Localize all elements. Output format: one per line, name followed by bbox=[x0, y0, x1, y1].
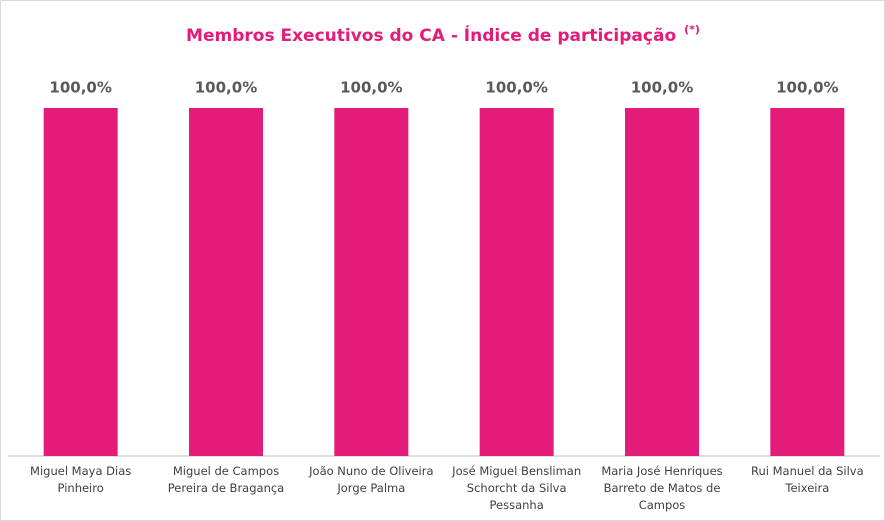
x-tick-label: João Nuno de Oliveira Jorge Palma bbox=[309, 464, 434, 495]
x-tick-label: Miguel de Campos Pereira de Bragança bbox=[167, 464, 285, 495]
value-label: 100,0% bbox=[776, 79, 838, 97]
bar bbox=[334, 108, 409, 456]
value-label: 100,0% bbox=[49, 79, 111, 97]
value-label: 100,0% bbox=[195, 79, 257, 97]
title-note: (*) bbox=[684, 23, 700, 36]
value-label: 100,0% bbox=[631, 79, 693, 97]
bar bbox=[625, 108, 699, 456]
x-tick-label: Miguel Maya Dias Pinheiro bbox=[30, 464, 132, 495]
value-label: 100,0% bbox=[340, 79, 402, 97]
x-tick-label: Maria José Henriques Barreto de Matos de… bbox=[601, 464, 723, 512]
chart-title: Membros Executivos do CA - Índice de par… bbox=[186, 23, 700, 46]
title-text: Membros Executivos do CA - Índice de par… bbox=[186, 24, 676, 46]
x-tick-label: Rui Manuel da Silva Teixeira bbox=[751, 464, 864, 495]
bar bbox=[770, 108, 845, 456]
value-label: 100,0% bbox=[485, 79, 547, 97]
bar bbox=[43, 108, 118, 456]
bar bbox=[479, 108, 554, 456]
bar bbox=[189, 108, 263, 456]
x-tick-label: José Miguel Bensliman Schorcht da Silva … bbox=[452, 464, 582, 512]
